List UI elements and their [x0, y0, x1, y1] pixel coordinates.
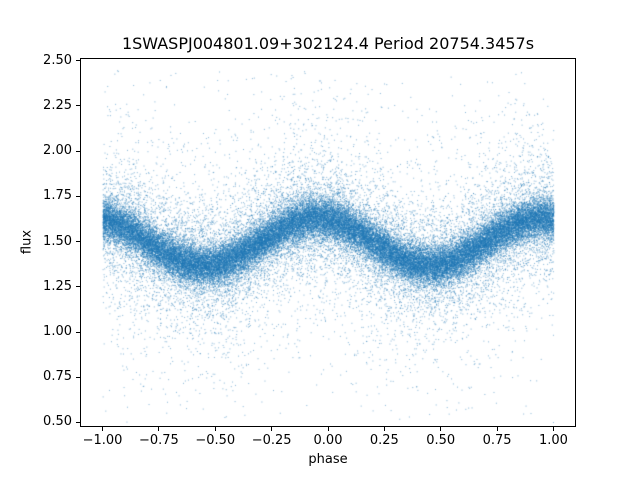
x-tick-label: 0.00 [313, 433, 343, 448]
x-tick-mark [102, 427, 104, 431]
y-tick-label: 1.75 [43, 188, 72, 204]
axes-frame [80, 58, 576, 427]
y-tick-label: 1.00 [43, 324, 72, 340]
x-tick-label: 0.50 [426, 433, 456, 448]
y-axis-label: flux [19, 229, 35, 255]
x-tick-label: 1.00 [538, 433, 568, 448]
y-tick-mark [76, 376, 80, 378]
x-tick-mark [496, 427, 498, 431]
chart-title: 1SWASPJ004801.09+302124.4 Period 20754.3… [121, 34, 535, 53]
x-tick-label: −0.25 [251, 433, 292, 448]
x-tick-mark [383, 427, 385, 431]
y-tick-mark [76, 286, 80, 288]
y-tick-mark [76, 241, 80, 243]
x-tick-mark [214, 427, 216, 431]
x-tick-label: −0.75 [138, 433, 179, 448]
scatter-points-canvas [80, 58, 576, 427]
x-tick-label: −1.00 [82, 433, 123, 448]
y-tick-label: 2.25 [43, 97, 72, 113]
y-tick-mark [76, 421, 80, 423]
y-tick-label: 2.00 [43, 143, 72, 159]
y-tick-mark [76, 195, 80, 197]
x-tick-label: −0.50 [195, 433, 236, 448]
y-tick-mark [76, 150, 80, 152]
x-tick-mark [158, 427, 160, 431]
y-tick-label: 2.50 [43, 52, 72, 68]
x-tick-mark [271, 427, 273, 431]
x-tick-label: 0.75 [482, 433, 512, 448]
x-tick-label: 0.25 [369, 433, 399, 448]
y-tick-label: 1.50 [43, 233, 72, 249]
x-tick-mark [440, 427, 442, 431]
y-tick-label: 0.50 [43, 414, 72, 430]
x-tick-mark [327, 427, 329, 431]
y-tick-mark [76, 331, 80, 333]
x-axis-label: phase [308, 452, 348, 467]
y-tick-mark [76, 105, 80, 107]
y-tick-mark [76, 60, 80, 62]
y-tick-label: 0.75 [43, 369, 72, 385]
x-tick-mark [552, 427, 554, 431]
y-tick-label: 1.25 [43, 278, 72, 294]
